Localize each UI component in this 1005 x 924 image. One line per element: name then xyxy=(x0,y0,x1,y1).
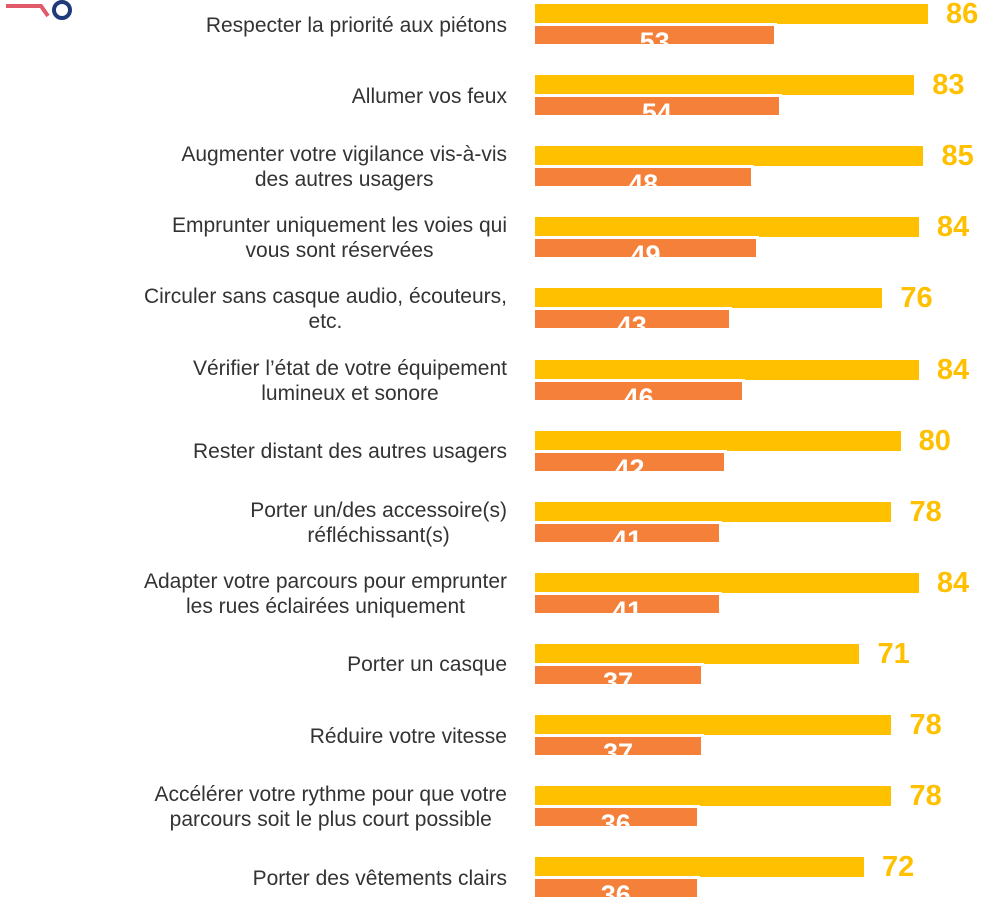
row: Porter un casque 71 37 xyxy=(0,637,1005,711)
label-box: Augmenter votre vigilance vis-à-vis des … xyxy=(181,142,507,192)
label-box: Allumer vos feux xyxy=(352,71,507,121)
bar xyxy=(535,786,892,807)
value-label: 54 xyxy=(641,98,672,116)
bar: 37 xyxy=(535,734,705,755)
bar: 37 xyxy=(535,662,705,684)
label-box: Porter un/des accessoire(s) réfléchissan… xyxy=(250,498,507,548)
value-label: 86 xyxy=(946,0,979,30)
bar: 41 xyxy=(535,520,723,542)
row: Adapter votre parcours pour emprunter le… xyxy=(0,566,1005,640)
bar: 41 xyxy=(535,591,723,613)
value-label: 76 xyxy=(900,282,933,315)
category-label: Augmenter votre vigilance vis-à-vis des … xyxy=(181,143,507,192)
category-label: Porter des vêtements clairs xyxy=(252,866,507,890)
row: Emprunter uniquement les voies qui vous … xyxy=(0,211,1005,284)
label-box: Respecter la priorité aux piétons xyxy=(206,0,507,50)
bar xyxy=(535,288,883,309)
value-label: 48 xyxy=(628,169,659,187)
label-box: Circuler sans casque audio, écouteurs, e… xyxy=(144,284,507,334)
value-label: 84 xyxy=(936,211,970,244)
bar xyxy=(535,4,929,24)
label-box: Réduire votre vitesse xyxy=(310,711,507,761)
category-label: Porter un casque xyxy=(347,653,507,677)
category-label: Rester distant des autres usagers xyxy=(193,440,507,464)
value-label: 78 xyxy=(909,495,942,528)
row: Porter des vêtements clairs 72 36 xyxy=(0,851,1005,924)
category-label: Emprunter uniquement les voies qui vous … xyxy=(171,214,507,263)
row: Accélérer votre rythme pour que votre pa… xyxy=(0,780,1005,853)
value-label: 49 xyxy=(630,240,661,258)
value-label: 85 xyxy=(941,140,974,173)
icon-shape xyxy=(6,4,50,18)
bar: 53 xyxy=(535,23,778,44)
row: Circuler sans casque audio, écouteurs, e… xyxy=(0,282,1005,355)
category-label: Adapter votre parcours pour emprunter le… xyxy=(143,569,507,618)
label-box: Emprunter uniquement les voies qui vous … xyxy=(172,213,507,263)
bar: 46 xyxy=(535,378,746,400)
category-label: Porter un/des accessoire(s) réfléchissan… xyxy=(250,498,507,547)
bar xyxy=(535,75,915,96)
bar: 36 xyxy=(535,805,700,827)
row: Réduire votre vitesse 78 37 xyxy=(0,709,1005,782)
bar: 54 xyxy=(535,94,782,116)
value-label: 36 xyxy=(600,809,631,827)
label-box: Rester distant des autres usagers xyxy=(193,427,507,477)
value-label: 84 xyxy=(936,566,970,599)
value-label: 71 xyxy=(877,637,910,670)
bar: 42 xyxy=(535,449,727,471)
category-label: Allumer vos feux xyxy=(351,84,507,108)
category-label: Réduire votre vitesse xyxy=(309,724,507,748)
bar: 36 xyxy=(535,876,700,898)
value-label: 80 xyxy=(918,424,951,457)
row: Allumer vos feux 83 54 xyxy=(0,69,1005,142)
value-label: 78 xyxy=(909,709,942,741)
value-label: 78 xyxy=(909,780,942,813)
label-box: Adapter votre parcours pour emprunter le… xyxy=(144,569,507,619)
value-label: 83 xyxy=(932,69,965,102)
bar xyxy=(535,715,892,735)
bar xyxy=(535,359,919,380)
value-label: 72 xyxy=(882,851,915,884)
bar: 49 xyxy=(535,236,759,258)
bar xyxy=(535,217,919,238)
bar: 43 xyxy=(535,307,732,329)
row: Rester distant des autres usagers 80 42 xyxy=(0,424,1005,498)
bar xyxy=(535,146,924,167)
bar xyxy=(535,643,860,664)
category-label: Vérifier l’état de votre équipement lumi… xyxy=(192,356,507,405)
category-label: Accélérer votre rythme pour que votre pa… xyxy=(154,783,508,832)
row: Respecter la priorité aux piétons 86 53 xyxy=(0,0,1005,71)
value-label: 53 xyxy=(639,27,670,44)
chart: Respecter la priorité aux piétons 86 53 All… xyxy=(0,0,1005,898)
value-label: 43 xyxy=(616,311,647,329)
label-box: Accélérer votre rythme pour que votre pa… xyxy=(155,782,508,832)
value-label: 46 xyxy=(623,382,654,400)
label-box: Porter un casque xyxy=(347,640,507,690)
bar xyxy=(535,501,892,522)
category-label: Respecter la priorité aux piétons xyxy=(205,13,507,37)
bar xyxy=(535,857,865,878)
value-label: 37 xyxy=(603,738,634,755)
row: Augmenter votre vigilance vis-à-vis des … xyxy=(0,140,1005,213)
value-label: 36 xyxy=(600,880,631,898)
value-label: 41 xyxy=(612,595,643,613)
value-label: 37 xyxy=(603,666,634,684)
value-label: 42 xyxy=(614,453,645,471)
value-label: 84 xyxy=(936,353,970,386)
bar xyxy=(535,572,919,593)
icon xyxy=(6,0,72,20)
bar xyxy=(535,430,901,451)
label-box: Porter des vêtements clairs xyxy=(253,853,507,903)
value-label: 41 xyxy=(612,524,643,542)
label-box: Vérifier l’état de votre équipement lumi… xyxy=(193,356,507,406)
row: Porter un/des accessoire(s) réfléchissan… xyxy=(0,495,1005,569)
bar: 48 xyxy=(535,165,755,187)
row: Vérifier l’état de votre équipement lumi… xyxy=(0,353,1005,427)
category-label: Circuler sans casque audio, écouteurs, e… xyxy=(143,285,507,334)
icon-wheel xyxy=(52,0,72,20)
